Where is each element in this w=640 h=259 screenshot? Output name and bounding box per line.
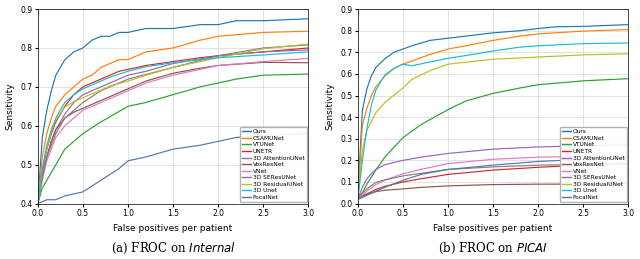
- Text: (b) FROC on $\mathit{PICAI}$: (b) FROC on $\mathit{PICAI}$: [438, 241, 548, 256]
- Y-axis label: Sensitivity: Sensitivity: [326, 83, 335, 130]
- X-axis label: False positives per patient: False positives per patient: [113, 224, 233, 233]
- Text: (a) FROC on $\mathit{Internal}$: (a) FROC on $\mathit{Internal}$: [111, 241, 236, 256]
- X-axis label: False positives per patient: False positives per patient: [433, 224, 553, 233]
- Y-axis label: Sensitivity: Sensitivity: [6, 83, 15, 130]
- Legend: Ours, CSAMUNet, VTUNet, UNETR, 3D AttentionUNet, VoxResNet, VNet, 3D SEResUNet, : Ours, CSAMUNet, VTUNet, UNETR, 3D Attent…: [240, 127, 307, 202]
- Legend: Ours, CSAMUNet, VTUNet, UNETR, 3D AttentionUNet, VoxResNet, VNet, 3D SEResUNet, : Ours, CSAMUNet, VTUNet, UNETR, 3D Attent…: [560, 127, 627, 202]
